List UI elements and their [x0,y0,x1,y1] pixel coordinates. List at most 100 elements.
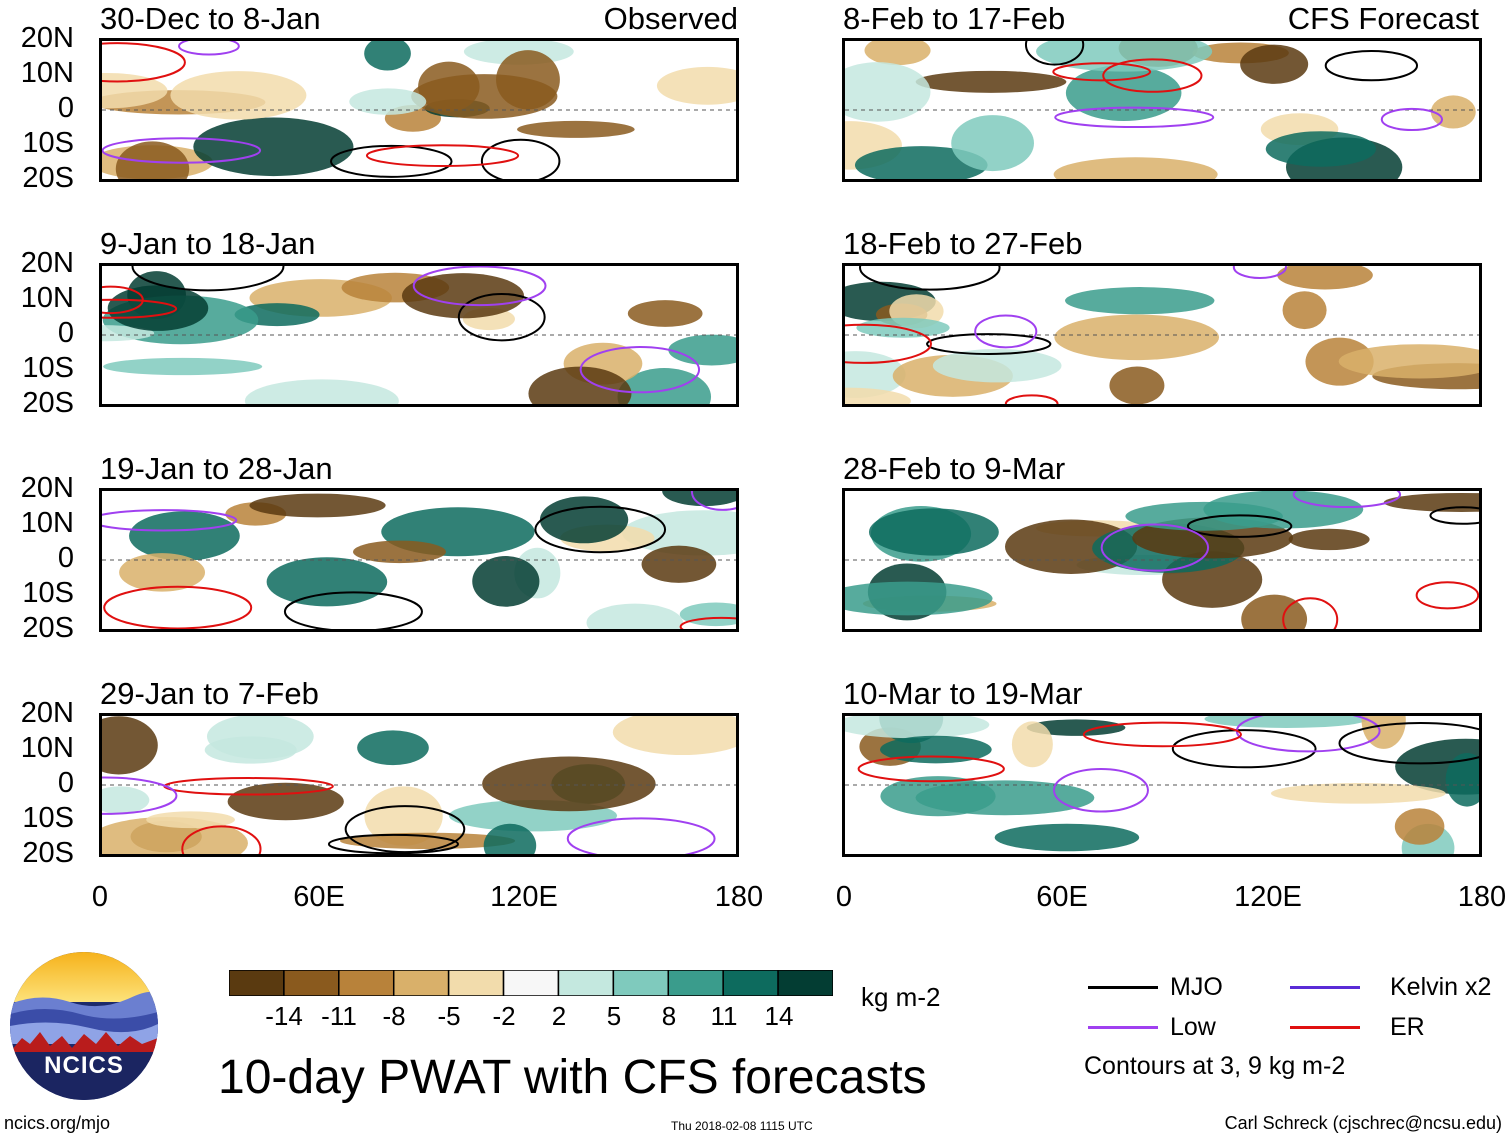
contour-line [534,505,667,554]
contour-line [566,817,716,854]
colorbar-swatch [722,969,779,997]
map-field [102,491,736,629]
chart-title: 10-day PWAT with CFS forecasts [218,1051,927,1104]
map-panel-obs-1 [99,38,739,182]
colorbar-tick-label: -2 [492,1001,516,1031]
anomaly-blob [539,496,629,544]
colorbar-swatch [557,969,615,997]
panel-title-fc-2: 18-Feb to 27-Feb [843,226,1083,261]
contour-line [926,333,1052,355]
anomaly-blob [206,716,314,759]
contour-line [1338,722,1479,765]
anomaly-blob [951,115,1034,172]
contour-line [365,144,520,167]
anomaly-blob [1282,291,1327,330]
lat-tick-label: 10N [20,507,74,539]
anomaly-blob [1241,594,1308,629]
anomaly-blob [482,756,656,812]
anomaly-blob [1361,716,1406,749]
anomaly-blob [1445,752,1479,807]
lat-tick-label: 0 [57,92,74,124]
anomaly-blob [129,511,240,561]
panel-title-obs-3: 19-Jan to 28-Jan [100,451,333,486]
panel-title-fc-3: 28-Feb to 9-Mar [843,451,1066,486]
anomaly-blob [170,71,307,120]
map-panel-obs-4 [99,713,739,857]
contour-line [327,833,459,854]
contour-line [330,144,453,178]
lat-tick-label: 0 [57,317,74,349]
anomaly-blob [612,716,736,755]
anomaly-blob [349,88,427,115]
lat-tick-label: 0 [57,767,74,799]
colorbar-tick-label: -5 [437,1001,461,1031]
footer-url[interactable]: ncics.org/mjo [4,1113,111,1133]
contour-line [1292,491,1402,509]
logo-text: NCICS [44,1052,124,1079]
colorbar-tick-label: -14 [265,1001,303,1031]
colorbar-swatch [338,969,395,997]
contour-line [1053,767,1149,813]
contour-line [1052,62,1152,82]
contour-line [1232,266,1287,279]
contour-line [480,138,561,179]
map-field [102,266,736,404]
anomaly-blob [586,603,683,629]
anomaly-blob [641,545,717,583]
anomaly-blob [107,285,209,331]
contour-line [131,266,285,292]
ncics-logo[interactable]: NCICS [10,952,158,1100]
anomaly-blob [1053,157,1218,179]
anomaly-blob [617,368,712,404]
colorbar-swatch [283,969,340,997]
anomaly-blob [1288,528,1370,551]
contour-line [1102,58,1203,93]
contour-line [1171,729,1317,769]
lon-tick-label: 60E [1036,881,1088,913]
anomaly-blob [668,334,736,366]
lat-tick-label: 10N [20,732,74,764]
contour-line [859,266,1001,291]
contour-line [690,491,736,511]
anomaly-blob [1125,501,1283,531]
map-panel-fc-2 [842,263,1482,407]
anomaly-blob [932,348,1062,383]
legend-line-low [1088,1026,1158,1029]
contour-line [102,776,178,815]
anomaly-blob [880,776,996,817]
anomaly-blob [227,782,344,821]
colorbar-swatch [667,969,724,997]
contour-line [1024,41,1085,66]
anomaly-blob [845,581,993,616]
colorbar [228,969,834,997]
anomaly-blob [1026,719,1126,736]
anomaly-blob [1430,95,1476,129]
map-panel-obs-3 [99,488,739,632]
anomaly-blob [845,387,911,404]
lat-tick-label: 20S [22,387,74,419]
anomaly-blob [845,62,931,122]
contour-line [102,298,178,319]
anomaly-blob [627,300,703,327]
contour-line [857,755,1005,783]
legend-label-kelvin: Kelvin x2 [1390,973,1492,1001]
colorbar-swatch [228,969,285,997]
lat-tick-label: 10S [22,577,74,609]
lat-tick-label: 20S [22,837,74,869]
contour-line [1282,597,1339,629]
lat-tick-label: 20N [20,247,74,279]
anomaly-blob [1065,287,1215,315]
lon-tick-label: 120E [490,881,558,913]
anomaly-blob [868,508,999,556]
anomaly-blob [1383,492,1479,512]
map-panel-fc-3 [842,488,1482,632]
footer-timestamp: Thu 2018-02-08 1115 UTC [671,1119,813,1133]
contour-line [1186,514,1293,538]
legend-line-mjo [1088,986,1158,989]
panel-title-obs-2: 9-Jan to 18-Jan [100,226,316,261]
contour-line [457,292,546,342]
lat-tick-label: 10S [22,802,74,834]
contour-line [1324,49,1419,82]
lat-tick-label: 10N [20,57,74,89]
footer-author: Carl Schreck (cjschrec@ncsu.edu) [1224,1113,1502,1133]
